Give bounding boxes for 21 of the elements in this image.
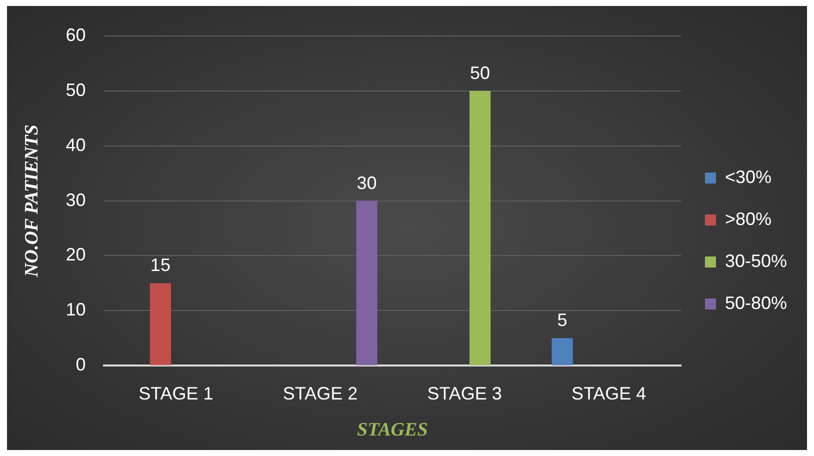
data-label: 5 bbox=[557, 310, 568, 330]
data-label: 50 bbox=[470, 62, 490, 83]
y-tick-label: 40 bbox=[66, 134, 86, 155]
x-tick-label: STAGE 2 bbox=[282, 383, 358, 404]
y-tick-label: 60 bbox=[66, 24, 86, 45]
legend-label: >80% bbox=[724, 208, 772, 229]
x-tick-label: STAGE 1 bbox=[138, 383, 214, 404]
data-label: 15 bbox=[150, 255, 170, 276]
y-axis-title: NO.OF PATIENTS bbox=[21, 124, 42, 278]
y-tick-label: 10 bbox=[66, 300, 86, 320]
data-label: 30 bbox=[356, 172, 377, 193]
legend-label: <30% bbox=[724, 166, 772, 187]
y-tick-label: 20 bbox=[66, 244, 86, 265]
legend-label: 30-50% bbox=[724, 250, 788, 271]
x-axis-title: STAGES bbox=[357, 420, 428, 441]
y-tick-label: 50 bbox=[66, 80, 86, 100]
x-tick-label: STAGE 4 bbox=[571, 383, 646, 404]
legend-label: 50-80% bbox=[724, 292, 788, 313]
y-tick-label: 30 bbox=[66, 190, 86, 210]
y-tick-label: 0 bbox=[76, 354, 86, 375]
x-tick-label: STAGE 3 bbox=[427, 383, 502, 404]
